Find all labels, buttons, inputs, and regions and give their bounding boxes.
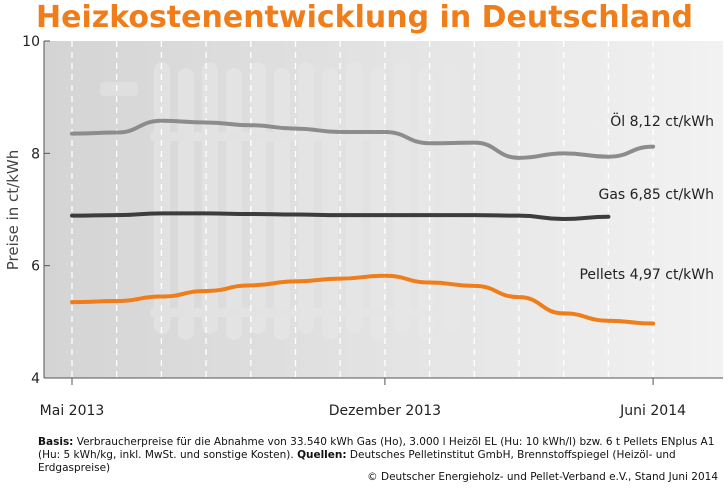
basis-text: Verbraucherpreise für die Abnahme von 33… [38,436,715,461]
radiator-fin [346,62,362,334]
radiator-fin [178,68,194,340]
radiator-fin [226,68,242,340]
chart-title: Heizkostenentwicklung in Deutschland [36,0,693,35]
x-tick-label: Dezember 2013 [329,403,441,419]
y-tick-label: 8 [31,146,40,162]
series-label-pellets: Pellets 4,97 ct/kWh [579,267,714,283]
radiator-fin [394,62,410,334]
y-tick-label: 6 [31,259,40,275]
radiator-fin [370,68,386,340]
series-line-pellets [70,273,656,326]
series-line-öl [70,118,656,160]
basis-label: Basis: [38,436,74,448]
line-chart: 10 8 6 4 Mai 2013 Dezember 2013 Juni 2014 Pre… [4,34,723,419]
quellen-label: Quellen: [297,449,347,461]
x-tick-label: Juni 2014 [619,403,686,419]
quellen-text: Deutsches Pelletinstitut GmbH, Brennstof… [38,449,676,474]
y-tick-label: 4 [31,371,40,387]
series-label-öl: Öl 8,12 ct/kWh [610,112,714,130]
x-tick-label: Mai 2013 [40,403,105,419]
radiator-fin [322,68,338,340]
radiator-fin [418,68,434,340]
radiator-fin [202,62,218,334]
radiator-fin [442,62,458,334]
radiator-fin [274,68,290,340]
y-tick-label: 10 [22,34,40,50]
series-line-gas [70,211,611,222]
y-axis-label: Preise in ct/kWh [4,150,22,270]
copyright: © Deutscher Energieholz- und Pellet-Verb… [367,471,718,483]
radiator-fin [298,62,314,334]
footer-note: Basis: Verbraucherpreise für die Abnahme… [38,436,718,475]
series-label-gas: Gas 6,85 ct/kWh [598,187,714,203]
radiator-fin [250,62,266,334]
